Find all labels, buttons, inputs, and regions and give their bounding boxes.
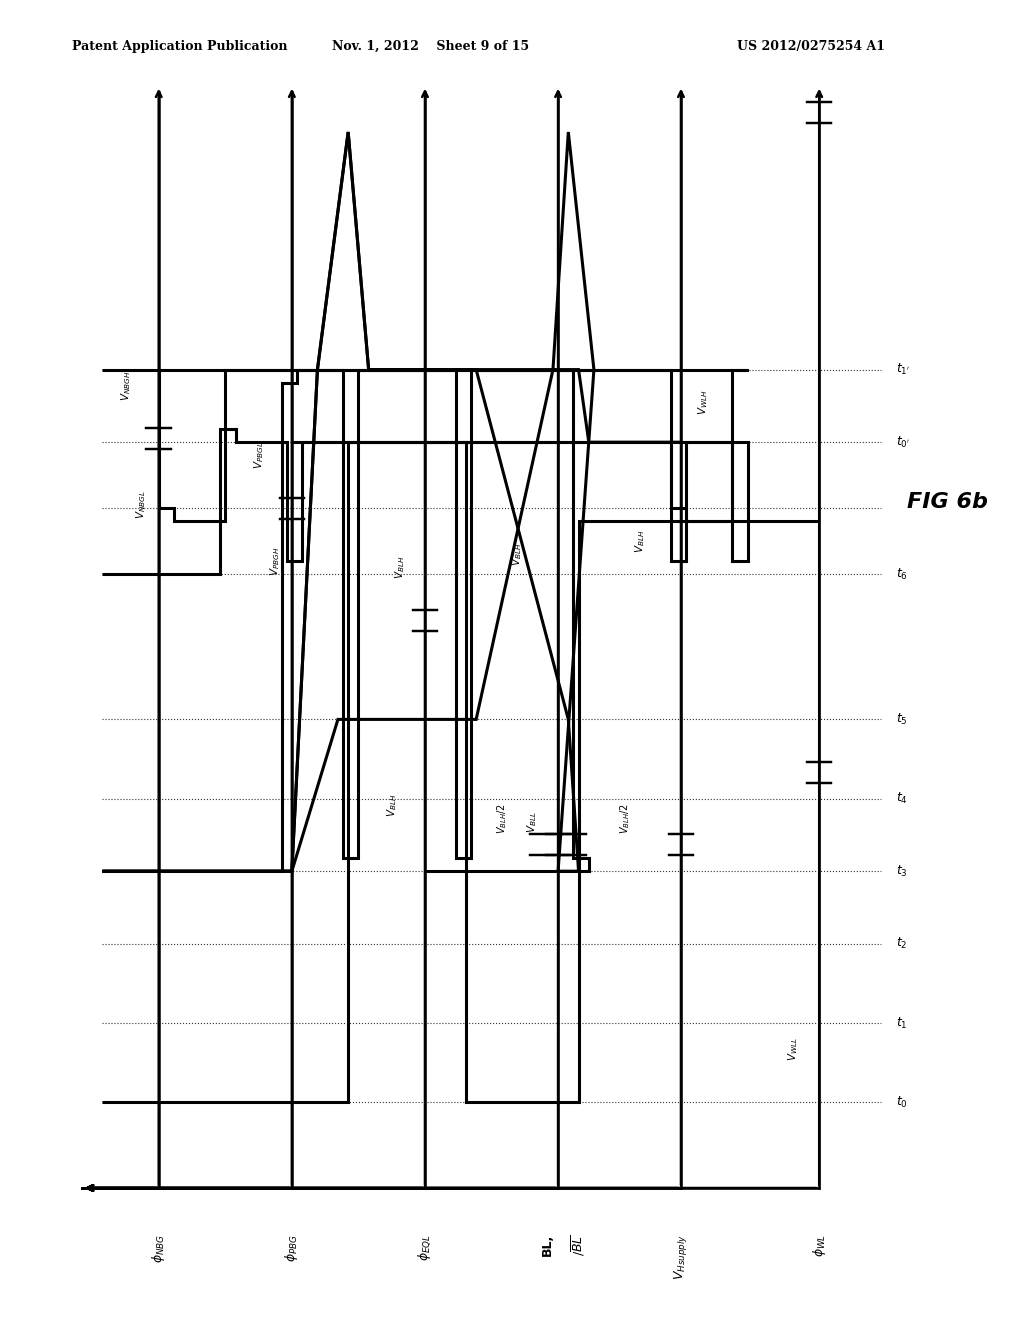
Text: $t_0$: $t_0$	[896, 1094, 908, 1110]
Text: $V_{BLH}$: $V_{BLH}$	[386, 793, 399, 817]
Text: $V_{NBGL}$: $V_{NBGL}$	[135, 491, 148, 519]
Text: $V_{BLH}/2$: $V_{BLH}/2$	[495, 803, 509, 834]
Text: $t_{0'}$: $t_{0'}$	[896, 434, 910, 450]
Text: $\phi_{WL}$: $\phi_{WL}$	[811, 1234, 827, 1258]
Text: $V_{BLH}/2$: $V_{BLH}/2$	[617, 803, 632, 834]
Text: $t_{1'}$: $t_{1'}$	[896, 362, 910, 378]
Text: $V_{WLL}$: $V_{WLL}$	[786, 1038, 801, 1061]
Text: $V_{BLL}$: $V_{BLL}$	[525, 810, 540, 833]
Text: $\phi_{NBG}$: $\phi_{NBG}$	[151, 1234, 167, 1263]
Text: Patent Application Publication: Patent Application Publication	[72, 40, 287, 53]
Text: US 2012/0275254 A1: US 2012/0275254 A1	[737, 40, 886, 53]
Text: $V_{WLH}$: $V_{WLH}$	[696, 389, 710, 416]
Text: $t_6$: $t_6$	[896, 566, 908, 582]
Text: $t_4$: $t_4$	[896, 791, 908, 807]
Text: $V_{BLH}$: $V_{BLH}$	[510, 543, 524, 566]
Text: $t_5$: $t_5$	[896, 711, 907, 727]
Text: $V_{Hsupply}$: $V_{Hsupply}$	[673, 1234, 689, 1280]
Text: $t_2$: $t_2$	[896, 936, 907, 952]
Text: $V_{NBGH}$: $V_{NBGH}$	[120, 371, 133, 401]
Text: $\phi_{EQL}$: $\phi_{EQL}$	[417, 1234, 433, 1261]
Text: $V_{BLH}$: $V_{BLH}$	[633, 529, 647, 553]
Text: BL,: BL,	[542, 1234, 554, 1257]
Text: $V_{PBGH}$: $V_{PBGH}$	[268, 546, 282, 576]
Text: $t_3$: $t_3$	[896, 863, 908, 879]
Text: FIG 6b: FIG 6b	[907, 491, 987, 512]
Text: $t_1$: $t_1$	[896, 1015, 907, 1031]
Text: $V_{BLH}$: $V_{BLH}$	[393, 556, 407, 579]
Text: $/\overline{BL}$: $/\overline{BL}$	[570, 1234, 587, 1255]
Text: Nov. 1, 2012    Sheet 9 of 15: Nov. 1, 2012 Sheet 9 of 15	[332, 40, 528, 53]
Text: $V_{PBGL}$: $V_{PBGL}$	[253, 442, 266, 469]
Text: $\phi_{PBG}$: $\phi_{PBG}$	[284, 1234, 300, 1262]
